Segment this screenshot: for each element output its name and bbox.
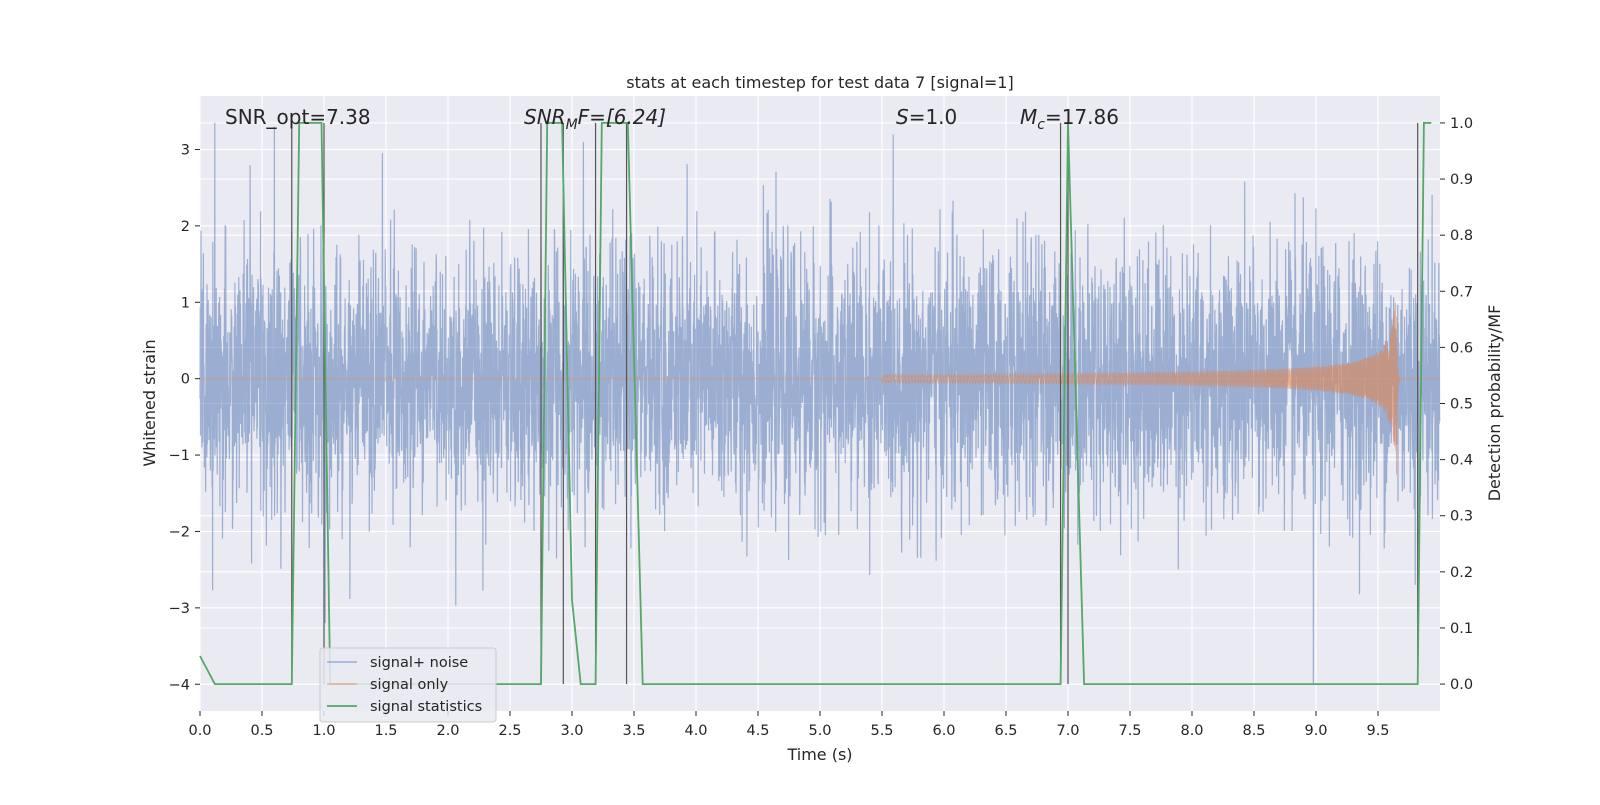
series-signal-only [200,302,1440,475]
annotation-mc-main: M [1020,105,1037,129]
y-axis-label: Whitened strain [140,339,159,466]
y2-tick-label: 0.3 [1450,509,1473,525]
x-tick-label: 9.5 [1366,723,1389,739]
y2-axis-ticks: 0.0 0.1 0.2 0.3 0.4 0.5 0.6 0.7 0.8 0.9 1.0 [1440,116,1473,693]
annotation-mc-sub: c [1037,117,1045,133]
x-tick-label: 6.5 [994,723,1017,739]
y2-tick-label: 0.1 [1450,621,1473,637]
x-tick-label: 1.0 [312,723,335,739]
x-tick-label: 5.0 [808,723,831,739]
annotation-mc-rest: =17.86 [1045,105,1119,129]
x-tick-label: 6.0 [932,723,955,739]
annotation-snr-mf-sub: M [566,117,578,133]
x-tick-label: 8.0 [1180,723,1203,739]
annotation-snr-mf-rest: F=[6.24] [578,105,666,129]
y-tick-label: 0 [181,372,190,388]
signal-noise-line [199,122,1441,685]
x-tick-label: 7.0 [1056,723,1079,739]
y-tick-label: 3 [181,142,190,158]
annotation-s-italic: S [896,105,909,129]
y2-tick-label: 0.2 [1450,565,1473,581]
y2-tick-label: 0.8 [1450,228,1473,244]
y-axis-ticks: −4 −3 −2 −1 0 1 2 3 [169,142,200,693]
signal-only-line [200,302,1440,475]
series-signal-noise [199,122,1441,685]
annotation-s-rest: =1.0 [909,105,958,129]
x-tick-label: 2.0 [436,723,459,739]
x-axis-ticks: 0.0 0.5 1.0 1.5 2.0 2.5 3.0 3.5 4.0 4.5 5.0 5.5 6.0 6… [188,711,1390,739]
y2-tick-label: 0.6 [1450,340,1473,356]
annotation-snr-opt: SNR_opt=7.38 [225,105,371,129]
x-tick-label: 1.5 [374,723,397,739]
y2-tick-label: 0.9 [1450,172,1473,188]
x-tick-label: 9.0 [1304,723,1327,739]
x-tick-label: 8.5 [1242,723,1265,739]
signal-statistics-line [199,122,1432,685]
x-tick-label: 0.0 [188,723,211,739]
annotation-s: S=1.0 [896,105,957,129]
x-tick-label: 2.5 [498,723,521,739]
x-tick-label: 3.0 [560,723,583,739]
y-tick-label: −3 [169,601,190,617]
y-tick-label: −4 [169,677,190,693]
annotation-mc: Mc=17.86 [1020,105,1119,133]
x-axis-label: Time (s) [786,745,852,764]
legend-box [319,647,497,723]
series-signal-statistics [199,122,1432,685]
x-tick-label: 5.5 [870,723,893,739]
y-tick-label: −1 [169,448,190,464]
y-tick-label: 1 [181,295,190,311]
y2-axis-label: Detection probability/MF [1485,305,1504,502]
y2-tick-label: 0.7 [1450,284,1473,300]
legend: signal+ noise signal only signal statist… [319,647,497,723]
legend-label-signal-statistics: signal statistics [370,699,482,715]
y2-tick-label: 0.5 [1450,397,1473,413]
legend-label-signal-only: signal only [370,677,449,693]
annotation-snr-mf-main: SNR [524,105,566,129]
y-tick-label: −2 [169,524,190,540]
y2-tick-label: 1.0 [1450,116,1473,132]
x-tick-label: 7.5 [1118,723,1141,739]
x-tick-label: 0.5 [250,723,273,739]
x-tick-label: 3.5 [622,723,645,739]
y2-tick-label: 0.4 [1450,453,1473,469]
chart-title: stats at each timestep for test data 7 [… [626,73,1013,92]
vertical-markers [291,122,1419,685]
x-tick-label: 4.5 [746,723,769,739]
x-tick-label: 4.0 [684,723,707,739]
annotation-snr-mf: SNRMF=[6.24] [524,105,666,133]
y2-tick-label: 0.0 [1450,677,1473,693]
legend-label-signal-noise: signal+ noise [370,655,468,671]
y-tick-label: 2 [181,219,190,235]
